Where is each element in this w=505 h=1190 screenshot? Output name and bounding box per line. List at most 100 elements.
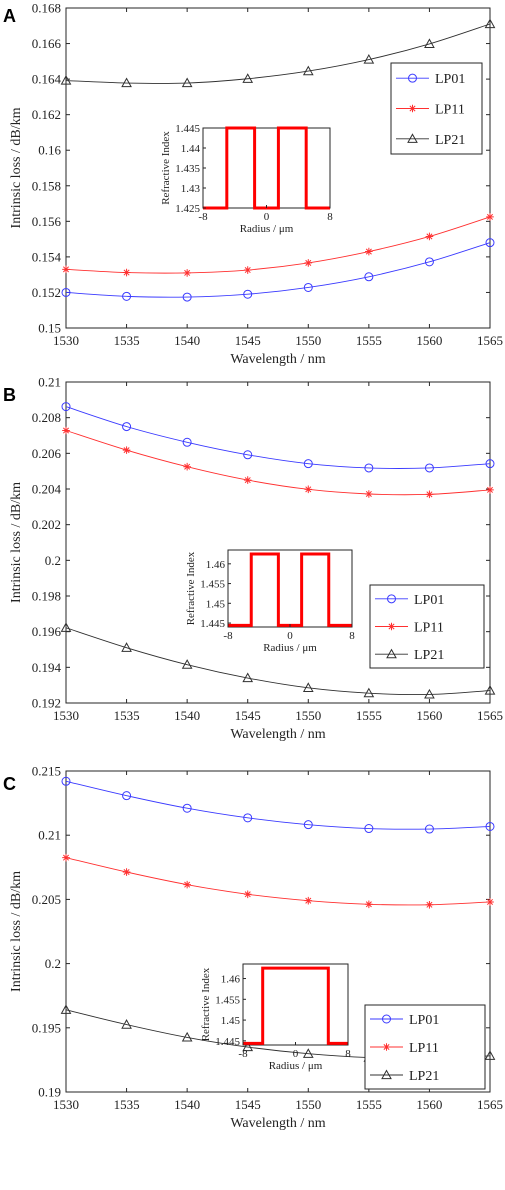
lp01-point bbox=[182, 803, 192, 813]
lp21-line bbox=[65, 627, 491, 696]
y-axis-title: Intrinsic loss / dB/km bbox=[9, 107, 24, 228]
lp01-point bbox=[364, 272, 374, 282]
lp21-point bbox=[121, 642, 132, 652]
y-axis-title: Intrinsic loss / dB/km bbox=[9, 871, 24, 992]
lp21-point bbox=[181, 659, 193, 669]
y-tick-label: 0.158 bbox=[32, 178, 61, 193]
lp11-point bbox=[486, 898, 494, 906]
inset-x-tick-label: 0 bbox=[264, 211, 270, 223]
lp21-point bbox=[363, 54, 375, 64]
lp21-point bbox=[484, 684, 496, 695]
lp01-point bbox=[424, 257, 434, 267]
inset-y-axis-title: Refractive Index bbox=[160, 131, 172, 205]
lp11-point bbox=[243, 476, 252, 484]
x-axis-title: Wavelength / nm bbox=[230, 352, 325, 367]
legend-label-lp21: LP21 bbox=[414, 648, 444, 663]
inset-y-tick-label: 1.455 bbox=[215, 994, 240, 1006]
inset-x-tick-label: 0 bbox=[287, 630, 293, 642]
x-tick-label: 1555 bbox=[356, 1097, 382, 1112]
inset-x-tick-label: -8 bbox=[223, 630, 233, 642]
x-tick-label: 1560 bbox=[416, 1097, 442, 1112]
lp01-point bbox=[485, 459, 495, 469]
x-tick-label: 1565 bbox=[477, 1097, 503, 1112]
lp01-point bbox=[243, 289, 253, 299]
legend-label-lp11: LP11 bbox=[409, 1041, 439, 1056]
inset-y-tick-label: 1.45 bbox=[206, 598, 226, 610]
lp01-point bbox=[485, 238, 495, 248]
inset-y-tick-label: 1.44 bbox=[181, 143, 201, 155]
lp01-point bbox=[364, 824, 374, 834]
inset-x-tick-label: 0 bbox=[293, 1048, 299, 1060]
x-axis-title: Wavelength / nm bbox=[230, 1116, 325, 1131]
y-tick-label: 0.194 bbox=[32, 660, 62, 675]
lp21-point bbox=[121, 1019, 132, 1029]
x-tick-label: 1530 bbox=[53, 1097, 79, 1112]
lp01-point bbox=[424, 463, 434, 473]
plot-area bbox=[65, 7, 491, 329]
y-tick-label: 0.2 bbox=[45, 553, 61, 568]
panel-label: B bbox=[3, 385, 16, 405]
series-lp01 bbox=[61, 776, 495, 834]
y-tick-label: 0.196 bbox=[32, 624, 62, 639]
chart-panel-c: C 1530 1535 1540 1545 1550 1555 1560 1565 0.19 0.1… bbox=[3, 764, 503, 1132]
inset-y-tick-label: 1.445 bbox=[175, 123, 200, 135]
inset-x-tick-label: -8 bbox=[198, 211, 208, 223]
inset-y-tick-label: 1.445 bbox=[200, 618, 225, 630]
y-tick-label: 0.164 bbox=[32, 72, 62, 87]
lp11-line bbox=[65, 430, 491, 496]
panel-label: C bbox=[3, 774, 16, 794]
lp21-point bbox=[484, 18, 496, 29]
x-tick-label: 1550 bbox=[295, 333, 321, 348]
inset-y-axis-title: Refractive Index bbox=[200, 967, 212, 1041]
legend: LP01 LP11 LP21 bbox=[369, 584, 485, 669]
inset-plot-area bbox=[202, 127, 331, 209]
legend-marker bbox=[407, 133, 418, 143]
y-tick-label: 0.215 bbox=[32, 764, 61, 779]
y-tick-label: 0.16 bbox=[38, 143, 61, 158]
legend-marker bbox=[408, 104, 417, 113]
lp11-point bbox=[183, 462, 191, 471]
legend-marker bbox=[387, 622, 396, 631]
y-tick-label: 0.204 bbox=[32, 482, 62, 497]
lp11-point bbox=[365, 247, 373, 256]
lp11-point bbox=[486, 486, 494, 494]
x-tick-label: 1530 bbox=[53, 708, 79, 723]
series-lp11 bbox=[62, 213, 494, 277]
y-tick-label: 0.208 bbox=[32, 410, 61, 425]
lp21-point bbox=[242, 73, 254, 83]
x-tick-label: 1560 bbox=[416, 708, 442, 723]
x-tick-label: 1535 bbox=[114, 333, 140, 348]
inset-y-tick-label: 1.425 bbox=[175, 203, 200, 215]
legend-marker bbox=[381, 1069, 392, 1080]
lp21-point bbox=[242, 672, 254, 683]
lp21-point bbox=[60, 622, 72, 632]
lp11-point bbox=[122, 868, 131, 876]
x-axis-title: Wavelength / nm bbox=[230, 727, 325, 742]
inset-x-axis-title: Radius / μm bbox=[240, 223, 294, 235]
x-tick-label: 1540 bbox=[174, 708, 200, 723]
lp11-point bbox=[425, 490, 434, 499]
legend-marker bbox=[386, 648, 397, 659]
x-tick-label: 1535 bbox=[114, 1097, 140, 1112]
lp21-point bbox=[424, 688, 435, 699]
lp11-point bbox=[122, 446, 131, 454]
legend: LP01 LP11 LP21 bbox=[364, 1004, 486, 1090]
legend-label-lp11: LP11 bbox=[414, 621, 444, 636]
lp21-point bbox=[302, 1048, 314, 1058]
inset-y-tick-label: 1.46 bbox=[206, 559, 226, 571]
lp21-line bbox=[65, 23, 491, 84]
lp11-point bbox=[425, 900, 434, 909]
x-tick-label: 1545 bbox=[235, 333, 261, 348]
lp11-point bbox=[365, 490, 373, 498]
lp11-point bbox=[122, 268, 131, 277]
legend-label-lp01: LP01 bbox=[409, 1013, 439, 1028]
inset-x-tick-label: 8 bbox=[327, 211, 333, 223]
lp01-point bbox=[243, 813, 253, 823]
x-tick-label: 1550 bbox=[295, 1097, 321, 1112]
inset-plot-area bbox=[242, 963, 349, 1046]
x-tick-label: 1540 bbox=[174, 1097, 200, 1112]
lp21-point bbox=[60, 1004, 72, 1014]
lp01-point bbox=[61, 402, 71, 412]
x-tick-label: 1535 bbox=[114, 708, 140, 723]
lp11-point bbox=[183, 880, 191, 889]
